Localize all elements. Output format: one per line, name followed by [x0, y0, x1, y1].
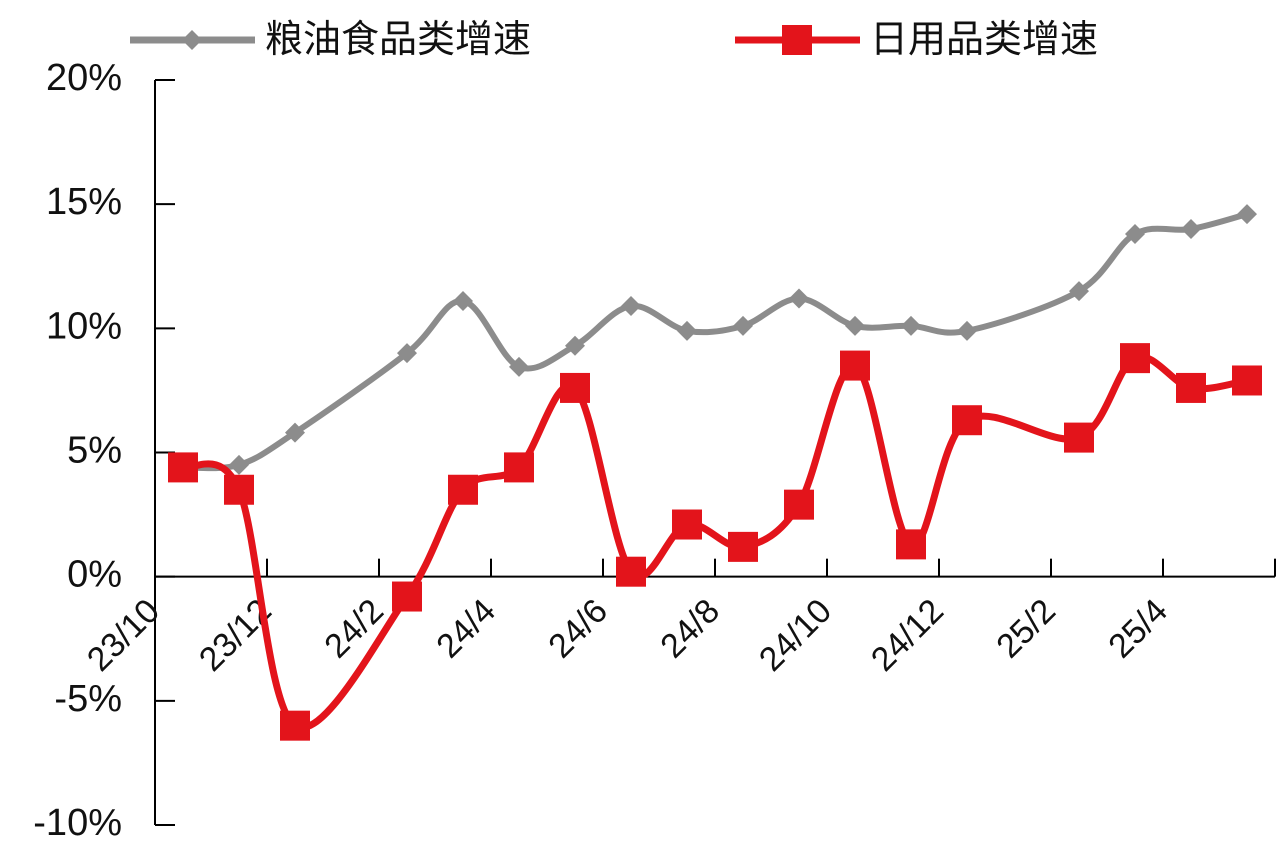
data-point: [957, 320, 977, 341]
data-point: [784, 489, 814, 520]
series: [168, 343, 1262, 741]
data-point: [1181, 219, 1201, 239]
data-point: [1069, 281, 1089, 302]
y-tick-label: 10%: [46, 305, 122, 347]
x-tick-label: 24/2: [317, 592, 391, 666]
data-point: [504, 452, 534, 483]
data-point: [392, 581, 422, 612]
series-line: [181, 353, 1248, 732]
data-point: [1232, 365, 1262, 396]
data-point: [845, 315, 865, 336]
x-tick-label: 23/10: [80, 592, 167, 679]
data-point: [952, 405, 982, 436]
legend-marker: [182, 30, 202, 50]
x-tick-label: 24/12: [864, 592, 951, 679]
data-point: [1125, 223, 1145, 244]
data-point: [1064, 422, 1094, 453]
data-point: [896, 529, 926, 560]
data-point: [621, 295, 641, 316]
x-tick-label: 25/4: [1101, 592, 1175, 666]
y-tick-label: 20%: [46, 57, 122, 99]
series: [173, 204, 1257, 478]
data-point: [565, 335, 585, 356]
data-point: [280, 710, 310, 741]
data-point: [733, 315, 753, 336]
x-tick-label: 24/10: [752, 592, 839, 679]
data-point: [1237, 204, 1257, 225]
data-point: [509, 356, 529, 377]
data-point: [728, 531, 758, 562]
y-tick-label: -5%: [54, 678, 122, 720]
data-point: [168, 452, 198, 483]
data-point: [901, 315, 921, 336]
data-point: [1176, 372, 1206, 403]
data-point: [397, 343, 417, 364]
legend-label: 日用品类增速: [870, 19, 1098, 61]
data-point: [453, 291, 473, 312]
data-point: [448, 474, 478, 505]
x-tick-label: 24/4: [429, 592, 503, 666]
data-point: [672, 509, 702, 540]
data-point: [285, 422, 305, 443]
y-tick-label: 0%: [67, 554, 122, 596]
data-point: [616, 556, 646, 587]
y-tick-label: 5%: [67, 430, 122, 472]
x-tick-label: 24/6: [541, 592, 615, 666]
data-point: [1120, 343, 1150, 374]
data-point: [229, 454, 249, 475]
legend-label: 粮油食品类增速: [265, 19, 531, 61]
x-tick-label: 25/2: [989, 592, 1063, 666]
data-point: [224, 474, 254, 505]
data-point: [840, 350, 870, 381]
data-point: [560, 372, 590, 403]
data-point: [789, 288, 809, 309]
y-tick-label: -10%: [33, 802, 122, 844]
legend-marker: [782, 25, 812, 55]
y-tick-label: 15%: [46, 181, 122, 223]
x-tick-label: 24/8: [653, 592, 727, 666]
data-point: [677, 320, 697, 341]
